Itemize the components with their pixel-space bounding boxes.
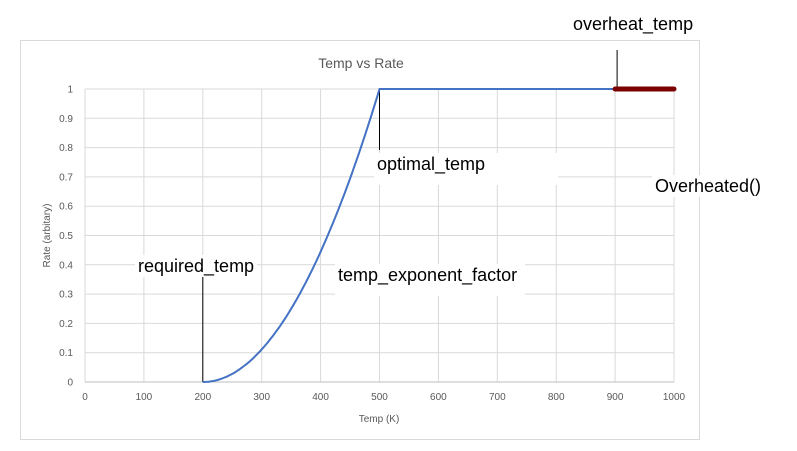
annotation-required-temp: required_temp xyxy=(135,255,258,277)
x-tick-label: 600 xyxy=(430,392,447,403)
y-tick-label: 0.3 xyxy=(59,290,73,301)
y-tick-label: 0.9 xyxy=(59,114,73,125)
x-tick-label: 900 xyxy=(607,392,624,403)
y-tick-label: 0.2 xyxy=(59,319,73,330)
series-rate-line xyxy=(202,88,616,383)
x-axis-title: Temp (K) xyxy=(359,414,400,425)
chart-frame xyxy=(20,40,700,440)
x-tick-label: 500 xyxy=(371,392,388,403)
y-tick-label: 0.4 xyxy=(59,260,73,271)
y-tick-label: 0.6 xyxy=(59,202,73,213)
x-tick-label: 400 xyxy=(312,392,329,403)
x-tick-label: 700 xyxy=(489,392,506,403)
x-tick-label: 0 xyxy=(82,392,88,403)
y-axis-title: Rate (arbitary) xyxy=(42,204,53,268)
annotation-optimal-temp: optimal_temp xyxy=(374,153,558,185)
y-tick-label: 0.5 xyxy=(59,231,73,242)
annotation-overheat-temp: overheat_temp xyxy=(570,13,697,35)
y-tick-label: 0 xyxy=(67,378,73,389)
x-tick-label: 300 xyxy=(253,392,270,403)
y-tick-label: 1 xyxy=(67,85,73,96)
x-tick-label: 100 xyxy=(136,392,153,403)
annotation-temp-exponent-factor: temp_exponent_factor xyxy=(335,264,526,296)
y-tick-label: 0.7 xyxy=(59,172,73,183)
x-tick-label: 1000 xyxy=(663,392,686,403)
x-tick-label: 200 xyxy=(194,392,211,403)
y-tick-label: 0.8 xyxy=(59,143,73,154)
x-tick-label: 800 xyxy=(548,392,565,403)
annotation-overheated: Overheated() xyxy=(652,175,765,197)
chart-title: Temp vs Rate xyxy=(318,55,404,71)
y-tick-label: 0.1 xyxy=(59,348,73,359)
